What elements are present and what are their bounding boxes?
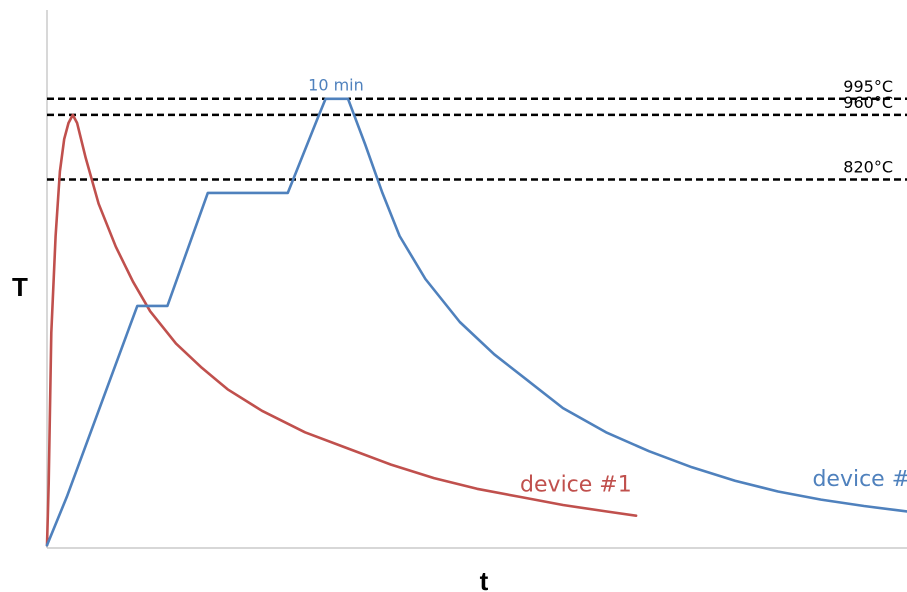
series-label-1: device #1 xyxy=(520,473,632,498)
series-label-2: device #2 xyxy=(812,467,907,492)
series-lines xyxy=(45,97,907,547)
reference-label-2: 820°C xyxy=(843,157,893,176)
series-line-2 xyxy=(45,97,907,547)
chart-labels: 10 min device #1 device #2 xyxy=(308,76,907,498)
reference-label-0: 995°C xyxy=(843,77,893,96)
annotation-0: 10 min xyxy=(308,76,364,95)
reference-label-1: 960°C xyxy=(843,93,893,112)
x-axis-title: t xyxy=(480,566,489,592)
y-axis-title: T xyxy=(12,272,28,302)
series-line-1 xyxy=(45,113,638,547)
